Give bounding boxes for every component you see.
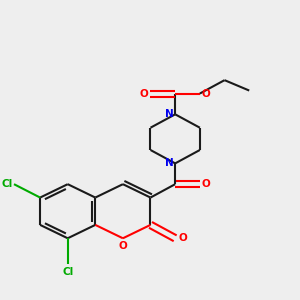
Text: N: N: [165, 158, 174, 168]
Text: O: O: [202, 179, 211, 189]
Text: Cl: Cl: [62, 267, 73, 277]
Text: Cl: Cl: [1, 179, 12, 189]
Text: O: O: [140, 88, 148, 98]
Text: O: O: [179, 233, 188, 243]
Text: O: O: [118, 241, 127, 251]
Text: O: O: [202, 88, 211, 98]
Text: N: N: [165, 109, 174, 119]
